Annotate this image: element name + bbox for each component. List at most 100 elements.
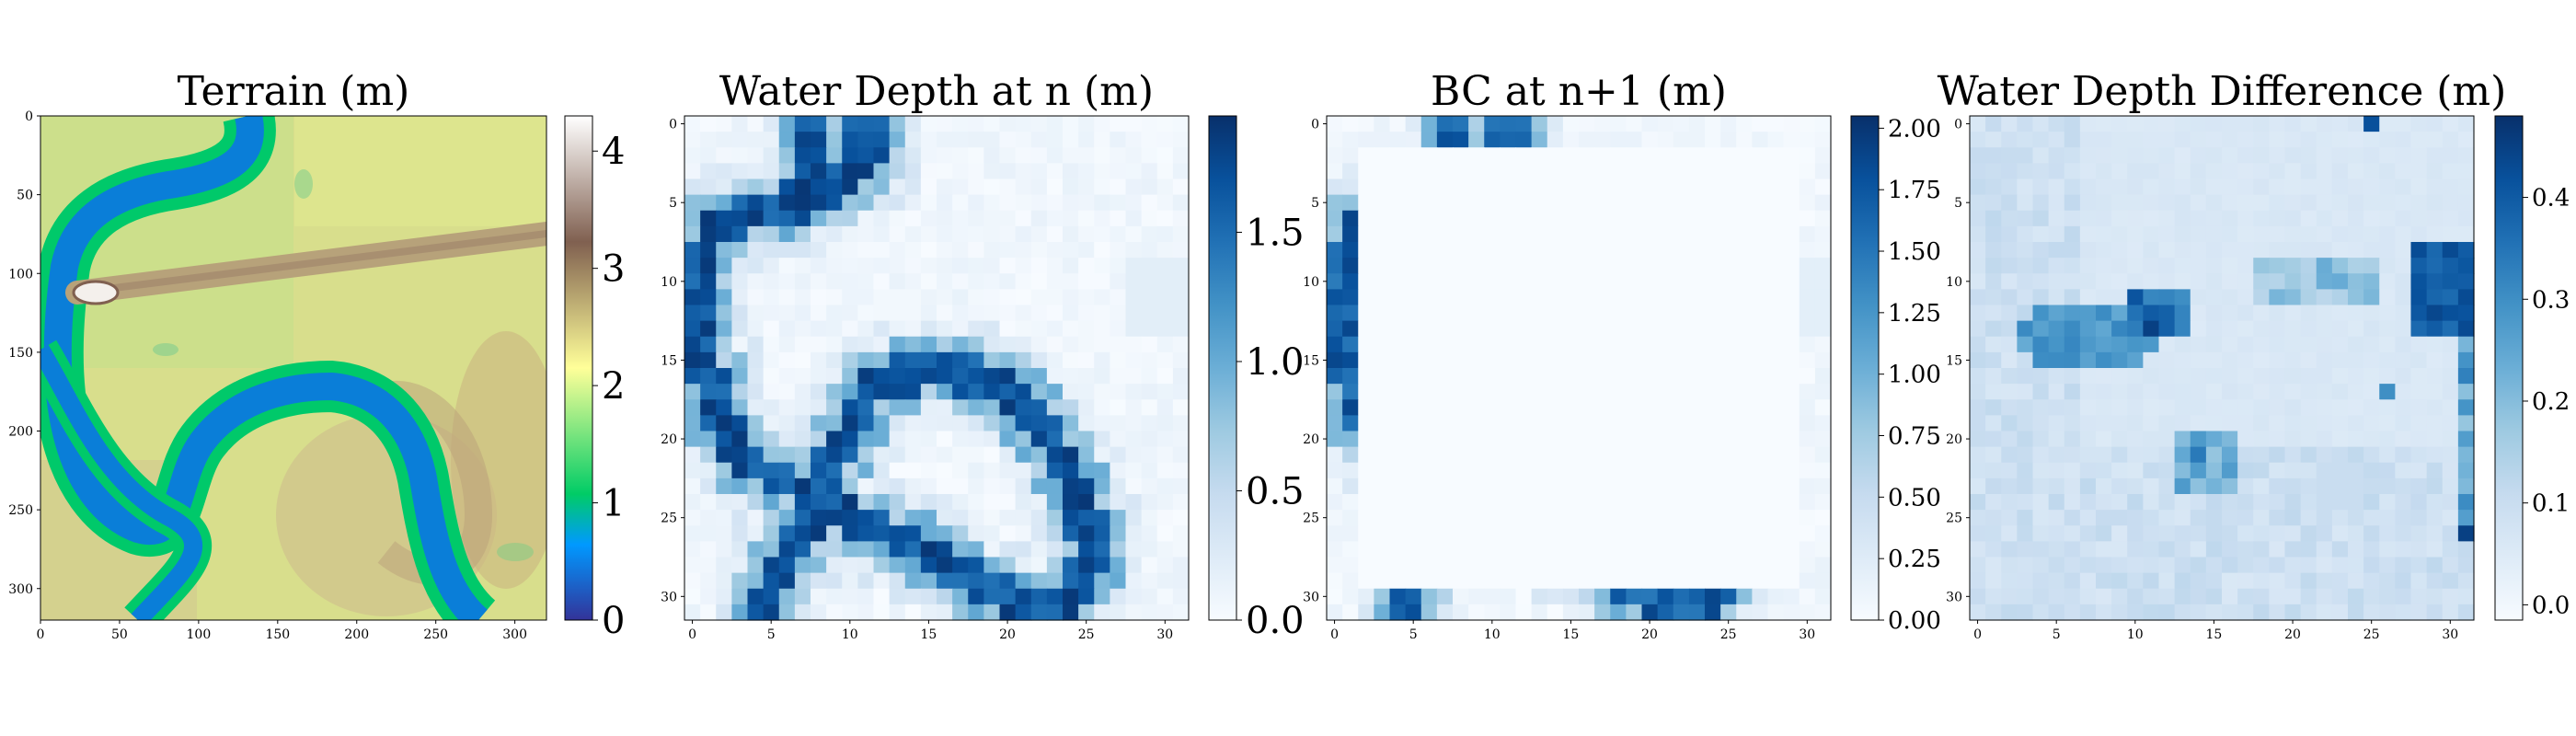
- heatmap-cell: [1610, 477, 1627, 495]
- heatmap-cell: [999, 415, 1017, 432]
- heatmap-cell: [1720, 588, 1737, 605]
- heatmap-cell: [1736, 415, 1753, 432]
- heatmap-cell: [1110, 225, 1127, 243]
- heatmap-cell: [968, 242, 984, 259]
- x-tick-label: 15: [2206, 627, 2223, 642]
- heatmap-cell: [1626, 163, 1643, 180]
- heatmap-cell: [1657, 336, 1674, 353]
- heatmap-cell: [2363, 510, 2380, 526]
- heatmap-cell: [1515, 258, 1533, 274]
- heatmap-cell: [1970, 446, 1986, 464]
- heatmap-cell: [1389, 557, 1407, 574]
- heatmap-cell: [873, 510, 891, 526]
- heatmap-cell: [731, 178, 749, 196]
- x-tick-label: 25: [2363, 627, 2380, 642]
- heatmap-cell: [2442, 494, 2459, 511]
- heatmap-cell: [1500, 242, 1517, 259]
- heatmap-cell: [2205, 510, 2223, 526]
- heatmap-cell: [1141, 415, 1158, 432]
- heatmap-cell: [1594, 525, 1611, 542]
- heatmap-cell: [2253, 541, 2270, 558]
- heatmap-cell: [2190, 384, 2207, 400]
- heatmap-cell: [1500, 210, 1517, 227]
- heatmap-cell: [2111, 147, 2128, 164]
- heatmap-cell: [1673, 415, 1690, 432]
- heatmap-cell: [1641, 557, 1659, 574]
- heatmap-cell: [1783, 258, 1800, 274]
- heatmap-cell: [1094, 132, 1110, 148]
- heatmap-cell: [1970, 116, 1986, 132]
- heatmap-cell: [1673, 242, 1690, 259]
- heatmap-cell: [999, 462, 1017, 479]
- heatmap-cell: [1030, 368, 1048, 385]
- heatmap-cell: [747, 351, 765, 369]
- heatmap-cell: [2269, 477, 2286, 495]
- heatmap-cell: [2032, 225, 2050, 243]
- heatmap-cell: [1515, 147, 1533, 164]
- heatmap-cell: [1389, 178, 1407, 196]
- heatmap-cell: [1799, 462, 1816, 479]
- heatmap-cell: [2316, 210, 2333, 227]
- heatmap-cell: [2410, 132, 2428, 148]
- heatmap-cell: [1453, 415, 1469, 432]
- heatmap-cell: [2395, 194, 2412, 212]
- heatmap-cell: [1705, 510, 1721, 526]
- heatmap-cell: [1641, 258, 1659, 274]
- heatmap-cell: [1736, 116, 1753, 132]
- heatmap-cell: [1389, 305, 1407, 322]
- heatmap-cell: [811, 477, 827, 495]
- heatmap-cell: [1688, 415, 1706, 432]
- x-tick-label: 25: [1720, 627, 1737, 642]
- heatmap-cell: [1562, 320, 1580, 338]
- heatmap-cell: [794, 225, 811, 243]
- heatmap-cell: [1547, 320, 1564, 338]
- heatmap-cell: [826, 572, 843, 590]
- heatmap-cell: [2079, 163, 2097, 180]
- heatmap-cell: [826, 132, 843, 148]
- heatmap-cell: [968, 336, 984, 353]
- heatmap-cell: [2143, 477, 2160, 495]
- heatmap-cell: [2300, 557, 2317, 574]
- x-tick-label: 20: [2284, 627, 2301, 642]
- heatmap-cell: [1626, 557, 1643, 574]
- heatmap-cell: [1767, 510, 1785, 526]
- heatmap-cell: [937, 242, 953, 259]
- y-tick-label: 30: [1946, 590, 1962, 604]
- heatmap-cell: [952, 431, 969, 448]
- heatmap-cell: [1626, 210, 1643, 227]
- heatmap-cell: [1374, 147, 1391, 164]
- heatmap-cell: [1015, 305, 1032, 322]
- heatmap-cell: [1172, 336, 1190, 353]
- heatmap-cell: [2032, 351, 2050, 369]
- heatmap-cell: [1562, 384, 1580, 400]
- heatmap-cell: [1515, 210, 1533, 227]
- heatmap-cell: [2017, 132, 2034, 148]
- heatmap-cell: [2111, 225, 2128, 243]
- heatmap-cell: [1752, 604, 1769, 621]
- heatmap-cell: [1327, 163, 1343, 180]
- heatmap-cell: [716, 572, 732, 590]
- y-tick-label: 30: [1303, 590, 1319, 604]
- heatmap-cell: [1327, 178, 1343, 196]
- heatmap-cell: [873, 446, 891, 464]
- heatmap-cell: [983, 178, 1001, 196]
- x-tick-label: 5: [767, 627, 776, 642]
- heatmap-cell: [1078, 147, 1095, 164]
- heatmap-cell: [1970, 384, 1986, 400]
- heatmap-cell: [1172, 320, 1190, 338]
- x-tick-label: 200: [344, 627, 369, 642]
- heatmap-cell: [952, 194, 969, 212]
- heatmap-cell: [1327, 210, 1343, 227]
- heatmap-cell: [2300, 431, 2317, 448]
- heatmap-cell: [2442, 225, 2459, 243]
- heatmap-cell: [1453, 446, 1469, 464]
- heatmap-cell: [1970, 289, 1986, 306]
- heatmap-cell: [2190, 305, 2207, 322]
- heatmap-cell: [2143, 368, 2160, 385]
- heatmap-cell: [1172, 384, 1190, 400]
- y-tick-label: 50: [17, 189, 33, 203]
- heatmap-cell: [2426, 415, 2444, 432]
- heatmap-cell: [2158, 351, 2176, 369]
- heatmap-cell: [1110, 415, 1127, 432]
